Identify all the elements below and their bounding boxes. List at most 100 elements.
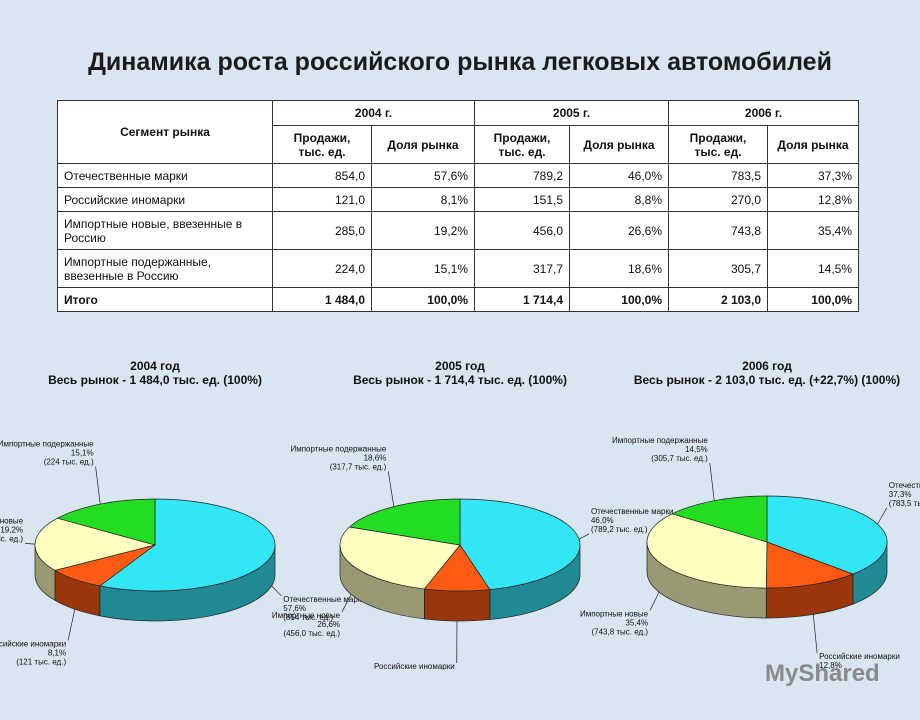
leader-line <box>67 609 76 641</box>
table-cell: 8,1% <box>371 187 475 212</box>
table-cell: 46,0% <box>569 163 669 188</box>
table-cell: 224,0 <box>272 249 372 288</box>
slice-label: Импортные подержанные <box>0 440 94 449</box>
table-cell: 100,0% <box>569 287 669 312</box>
slice-label: Импортные новые <box>0 516 24 525</box>
slice-units: (789,2 тыс. ед.) <box>591 525 648 534</box>
year-header: 2005 г. <box>474 100 669 126</box>
table-cell: 8,8% <box>569 187 669 212</box>
table-cell: 1 714,4 <box>474 287 570 312</box>
table-cell: 35,4% <box>767 211 859 250</box>
leader-line <box>387 471 395 507</box>
table-cell: 15,1% <box>371 249 475 288</box>
table-cell: 743,8 <box>668 211 768 250</box>
slice-label: Импортные подержанные <box>290 445 386 454</box>
leader-line <box>341 594 352 613</box>
slice-value: 57,6% <box>283 604 306 613</box>
year-header: 2006 г. <box>668 100 859 126</box>
table-cell: 789,2 <box>474 163 570 188</box>
pie-slice <box>339 526 461 590</box>
pie-slice <box>766 495 888 575</box>
slice-units: (743,8 тыс. ед.) <box>591 627 648 636</box>
page-title: Динамика роста российского рынка легковы… <box>88 48 832 76</box>
slice-label: Отечественные марки <box>283 595 366 604</box>
table-cell: 783,5 <box>668 163 768 188</box>
table-cell: 456,0 <box>474 211 570 250</box>
slice-label: Отечественные марки <box>591 507 674 516</box>
table-cell: 317,7 <box>474 249 570 288</box>
leader-line <box>271 585 282 597</box>
pie-slice <box>56 498 156 546</box>
slice-value: 37,3% <box>889 490 912 499</box>
leader-line <box>877 507 888 525</box>
subheader: Доля рынка <box>371 125 475 164</box>
table-cell: 151,5 <box>474 187 570 212</box>
slice-units: (783,5 тыс. ед.) <box>889 499 920 508</box>
slice-units: (317,7 тыс. ед.) <box>330 463 387 472</box>
table-cell: 100,0% <box>767 287 859 312</box>
table-cell: 26,6% <box>569 211 669 250</box>
leader-line <box>24 542 36 545</box>
leader-line <box>709 462 715 501</box>
slice-value: 14,5% <box>685 445 708 454</box>
table-cell: 285,0 <box>272 211 372 250</box>
year-header: 2004 г. <box>272 100 475 126</box>
slice-label: Российские иномарки <box>819 652 900 661</box>
slice-value: 12,8% <box>819 661 842 670</box>
table-cell: 14,5% <box>767 249 859 288</box>
slice-units: (456,0 тыс. ед.) <box>283 629 340 638</box>
slice-label: Импортные новые <box>580 609 649 618</box>
row-label: Импортные подержанные, ввезенные в Росси… <box>57 249 273 288</box>
chart-subtitle: Весь рынок - 1 714,4 тыс. ед. (100%) <box>353 373 567 387</box>
table-cell: 37,3% <box>767 163 859 188</box>
chart-subtitle: Весь рынок - 1 484,0 тыс. ед. (100%) <box>48 373 262 387</box>
chart-subtitle: Весь рынок - 2 103,0 тыс. ед. (+22,7%) (… <box>634 373 900 387</box>
table-cell: 12,8% <box>767 187 859 212</box>
table-cell: 19,2% <box>371 211 475 250</box>
subheader: Доля рынка <box>767 125 859 164</box>
leader-line <box>649 591 660 611</box>
leader-line <box>812 614 818 654</box>
subheader: Продажи, тыс. ед. <box>272 125 372 164</box>
slice-value: 15,1% <box>71 449 94 458</box>
table-cell: 121,0 <box>272 187 372 212</box>
pie-slice <box>646 513 768 589</box>
row-label: Импортные новые, ввезенные в Россию <box>57 211 273 250</box>
chart-title: 2006 год <box>742 359 792 373</box>
chart-title: 2004 год <box>130 359 180 373</box>
slice-label: Российские иномарки <box>374 662 455 670</box>
table-cell: 18,6% <box>569 249 669 288</box>
table-cell: 270,0 <box>668 187 768 212</box>
slice-units: (305,7 тыс. ед.) <box>651 454 708 463</box>
slice-units: (121 тыс. ед.) <box>16 657 66 666</box>
slice-value: 19,2% <box>0 525 23 534</box>
subheader: Продажи, тыс. ед. <box>474 125 570 164</box>
row-label: Отечественные марки <box>57 163 273 188</box>
table-cell: 100,0% <box>371 287 475 312</box>
segment-header: Сегмент рынка <box>57 100 273 164</box>
sales-table: Сегмент рынка 2004 г. 2005 г. 2006 г. Пр… <box>57 100 859 312</box>
table-cell: 1 484,0 <box>272 287 372 312</box>
row-label: Итого <box>57 287 273 312</box>
pie-slice <box>765 541 854 589</box>
subheader: Доля рынка <box>569 125 669 164</box>
slice-label: Импортные новые <box>272 611 341 620</box>
leader-line <box>578 533 590 540</box>
slice-units: (224 тыс. ед.) <box>44 458 94 467</box>
pie-slice <box>99 498 276 592</box>
slice-value: 18,6% <box>364 454 387 463</box>
slice-value: 8,1% <box>48 648 66 657</box>
slice-value: 35,4% <box>625 618 648 627</box>
slice-value: 26,6% <box>317 620 340 629</box>
pie-side <box>424 588 491 622</box>
table-cell: 854,0 <box>272 163 372 188</box>
watermark: MyShared <box>765 660 880 687</box>
chart-title: 2005 год <box>435 359 485 373</box>
row-label: Российские иномарки <box>57 187 273 212</box>
slice-label: Отечественные марки <box>889 481 920 490</box>
slice-units: (854 тыс. ед.) <box>283 613 333 622</box>
slice-value: 46,0% <box>591 516 614 525</box>
table-cell: 2 103,0 <box>668 287 768 312</box>
